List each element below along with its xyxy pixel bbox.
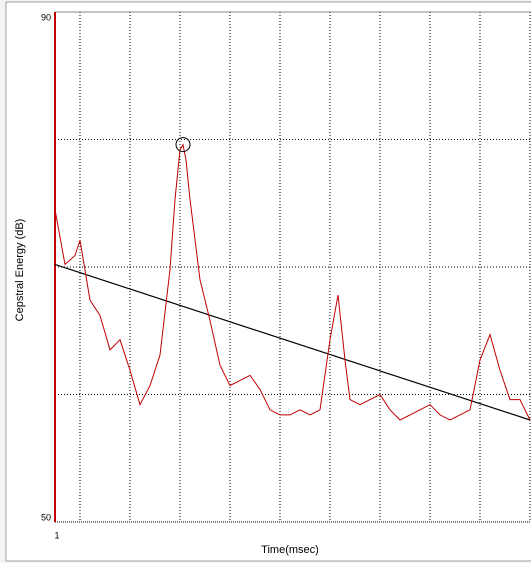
- y-tick-label: 50: [41, 512, 51, 522]
- trend-line: [54, 263, 531, 421]
- peak-marker: [175, 137, 191, 153]
- data-line: [54, 143, 531, 421]
- y-axis-title: Cepstral Energy (dB): [14, 219, 26, 322]
- x-axis-title: Time(msec): [261, 544, 319, 556]
- x-tick-label: 1: [54, 530, 59, 540]
- y-tick-label: 90: [41, 12, 51, 22]
